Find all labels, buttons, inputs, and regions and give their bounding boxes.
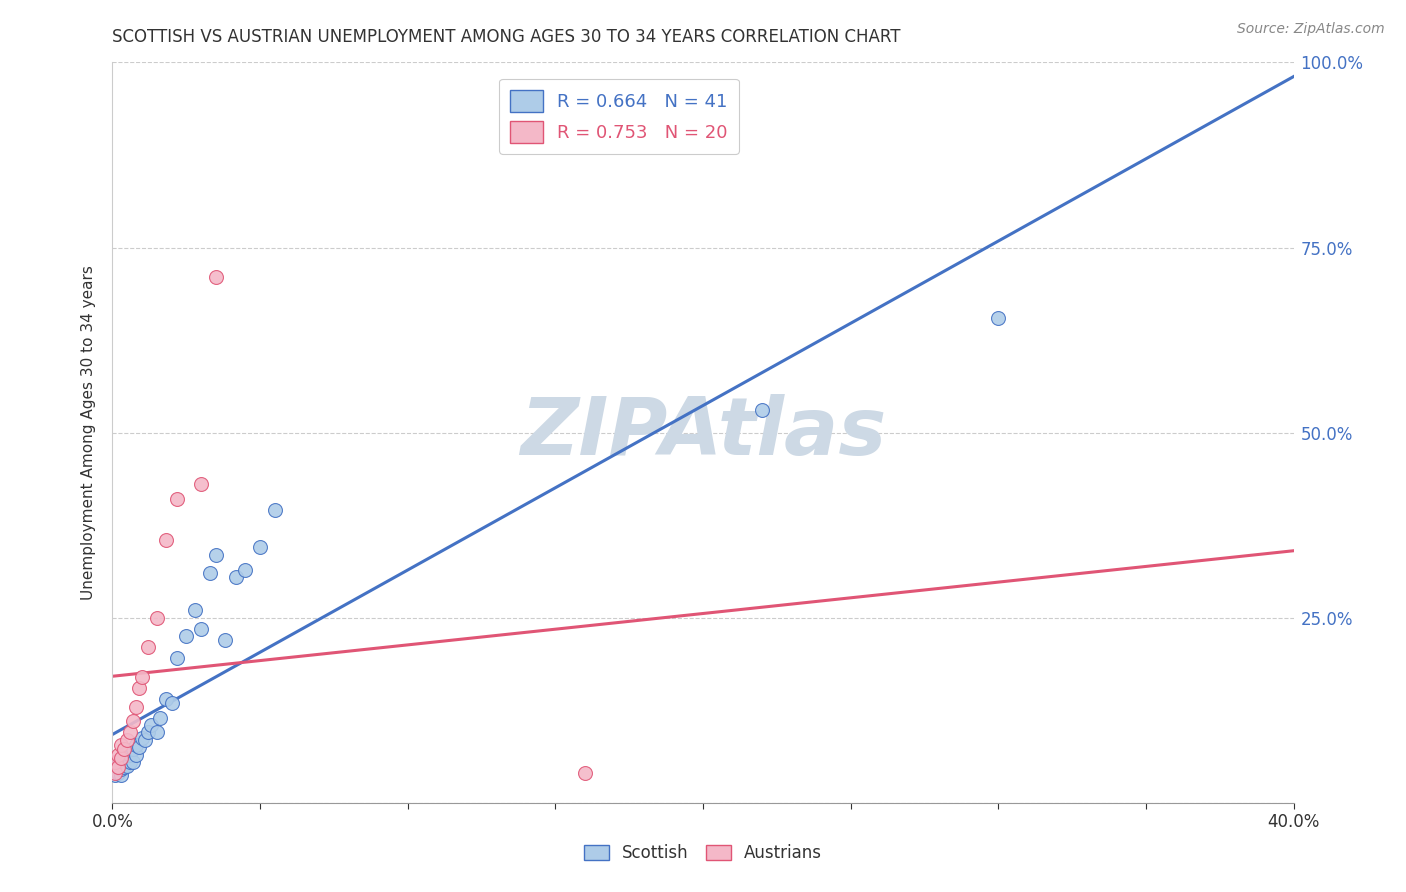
Point [131,670,153,684]
Text: ZIPAtlas: ZIPAtlas [520,393,886,472]
Y-axis label: Unemployment Among Ages 30 to 34 years: Unemployment Among Ages 30 to 34 years [80,265,96,600]
Point [120,755,142,769]
Point [166,651,188,665]
Point [249,541,271,555]
Point [198,566,221,581]
Point [107,760,129,774]
Point [110,767,132,781]
Point [125,747,148,762]
Point [205,270,228,285]
Point [190,477,212,491]
Point [120,725,142,739]
Point [139,718,162,732]
Point [117,746,138,760]
Point [107,757,129,772]
Point [104,755,127,769]
Point [110,763,132,777]
Point [174,629,197,643]
Point [225,570,247,584]
Point [128,740,150,755]
Point [107,766,129,780]
Point [146,610,169,624]
Point [134,732,156,747]
Point [110,755,132,769]
Point [160,696,183,710]
Text: Source: ZipAtlas.com: Source: ZipAtlas.com [1237,22,1385,37]
Point [155,533,177,547]
Point [125,738,148,752]
Point [205,548,228,562]
Point [112,760,135,774]
Point [136,640,159,655]
Point [117,753,138,767]
Point [264,503,287,517]
Point [136,725,159,739]
Point [128,681,150,695]
Point [104,767,127,781]
Point [166,492,188,507]
Point [122,714,145,729]
Point [107,760,129,774]
Point [112,751,135,765]
Point [122,742,145,756]
Point [751,403,773,417]
Point [122,755,145,769]
Point [117,758,138,772]
Point [184,603,207,617]
Point [214,632,236,647]
Point [104,766,127,780]
Point [117,732,138,747]
Point [125,699,148,714]
Point [104,763,127,777]
Point [110,738,132,752]
Text: SCOTTISH VS AUSTRIAN UNEMPLOYMENT AMONG AGES 30 TO 34 YEARS CORRELATION CHART: SCOTTISH VS AUSTRIAN UNEMPLOYMENT AMONG … [112,28,901,45]
Point [155,692,177,706]
Point [110,751,132,765]
Point [987,310,1010,325]
Legend: Scottish, Austrians: Scottish, Austrians [578,838,828,869]
Point [233,563,256,577]
Point [107,747,129,762]
Point [131,731,153,745]
Point [190,622,212,636]
Point [112,742,135,756]
Point [574,766,596,780]
Point [120,747,142,762]
Point [149,711,172,725]
Point [146,725,169,739]
